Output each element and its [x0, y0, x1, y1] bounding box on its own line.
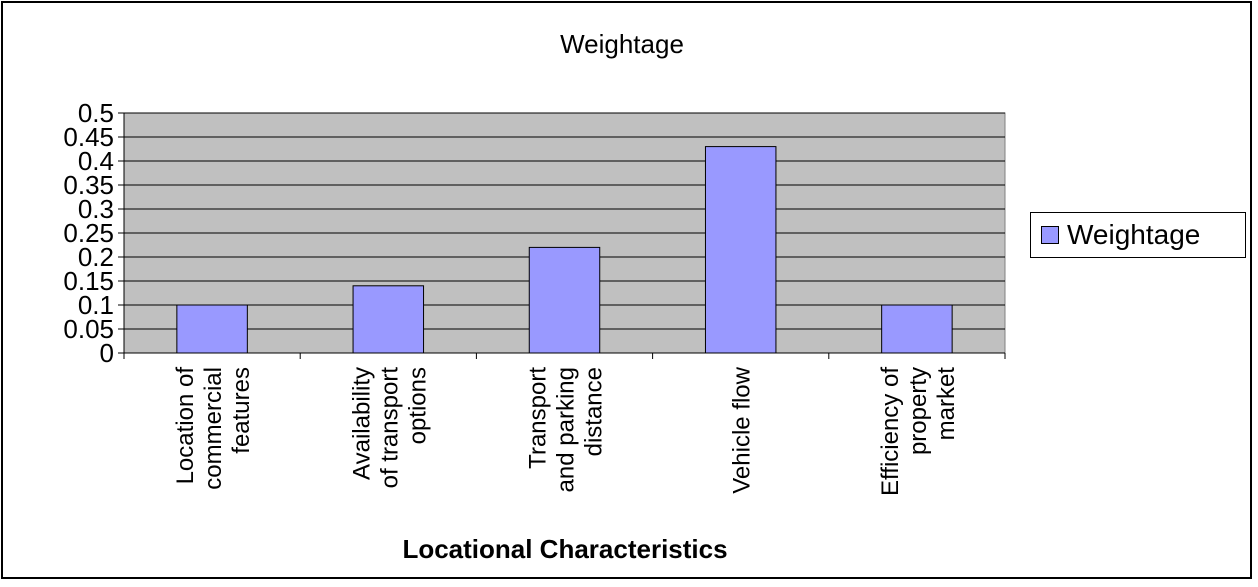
bar [881, 304, 953, 354]
x-tick-label: and parking [553, 367, 580, 492]
chart-title: Weightage [560, 29, 684, 59]
x-tick-label: Location of [172, 367, 199, 485]
x-axis-title: Locational Characteristics [402, 534, 727, 564]
x-tick-label: Efficiency of [877, 367, 904, 496]
y-tick-label: 0.35 [63, 170, 114, 200]
y-tick-label: 0.4 [78, 146, 114, 176]
x-tick-label: of transport [376, 367, 403, 489]
x-tick-label: commercial [200, 367, 227, 490]
y-tick-label: 0.15 [63, 266, 114, 296]
x-tick-label: Transport [525, 367, 552, 469]
x-tick-label: distance [581, 367, 608, 456]
bar [176, 304, 248, 354]
x-tick-label: market [933, 367, 960, 441]
y-tick-label: 0.45 [63, 122, 114, 152]
y-tick-label: 0.1 [78, 290, 114, 320]
x-tick-label: features [228, 367, 255, 454]
bar [528, 246, 601, 354]
x-tick-label: property [905, 367, 932, 455]
legend: Weightage [1030, 212, 1246, 258]
y-tick-label: 0 [100, 338, 114, 368]
x-tick-label: Vehicle flow [729, 366, 756, 493]
x-tick-label: Availability [348, 367, 375, 480]
x-tick-label: options [404, 367, 431, 444]
y-tick-label: 0.25 [63, 218, 114, 248]
legend-swatch [1041, 226, 1059, 244]
y-tick-label: 0.5 [78, 98, 114, 128]
y-tick-label: 0.2 [78, 242, 114, 272]
bar [704, 146, 777, 354]
y-tick-label: 0.05 [63, 314, 114, 344]
legend-label: Weightage [1067, 219, 1201, 250]
y-tick-label: 0.3 [78, 194, 114, 224]
bar [352, 285, 425, 354]
